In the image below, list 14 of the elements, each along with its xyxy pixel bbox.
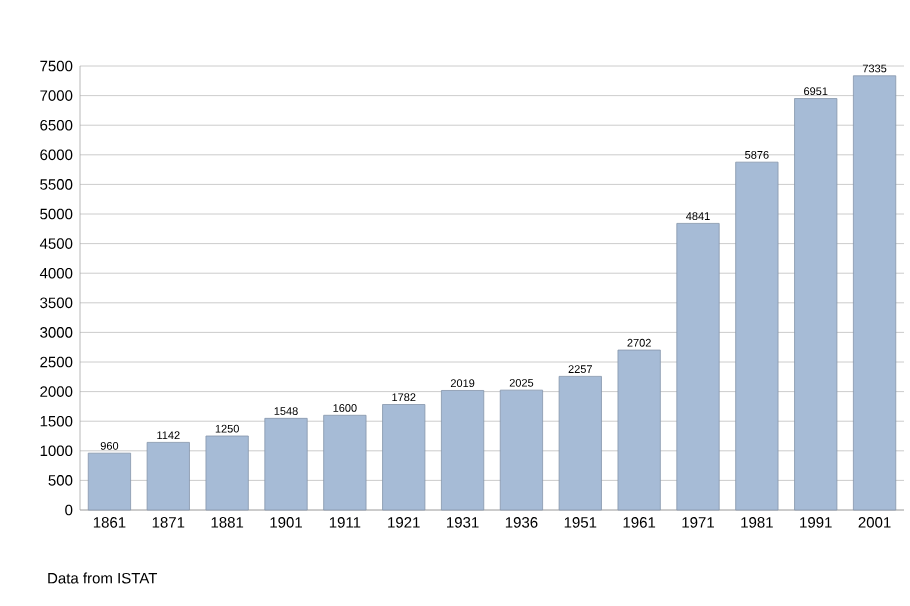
- bar: [617, 349, 661, 511]
- bar: [205, 435, 249, 511]
- bar: [440, 390, 485, 511]
- bar: [146, 441, 190, 511]
- bar: [382, 404, 426, 511]
- bar: [499, 389, 544, 511]
- bar: [323, 414, 367, 511]
- bar: [852, 75, 897, 511]
- bar: [676, 223, 720, 511]
- bar: [264, 417, 308, 511]
- bar: [735, 161, 779, 511]
- bar: [558, 375, 602, 511]
- bar: [794, 98, 838, 511]
- bar: [87, 452, 132, 511]
